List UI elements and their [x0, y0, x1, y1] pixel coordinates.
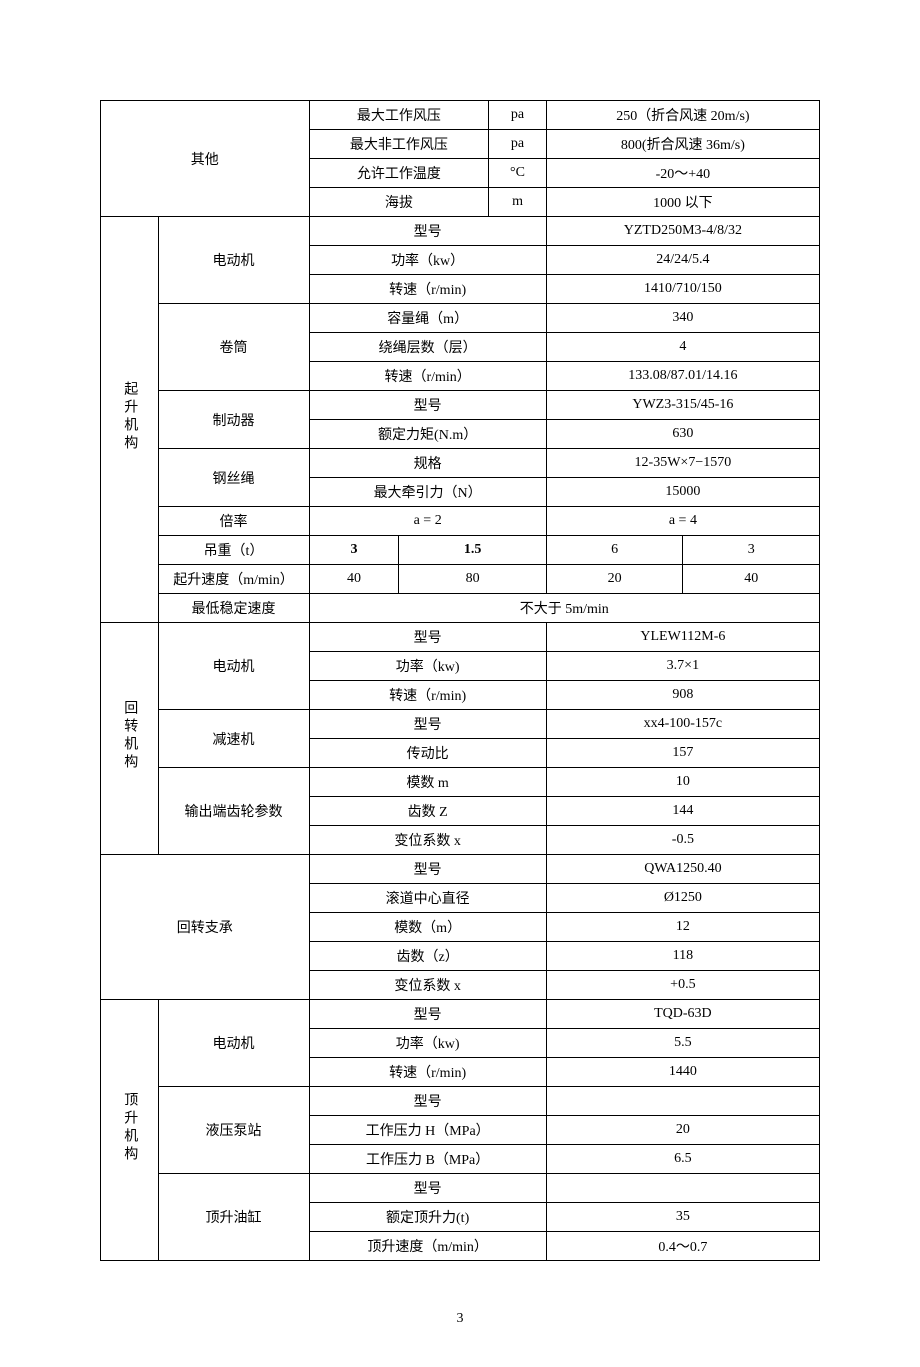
- other-label: 其他: [101, 101, 310, 217]
- hoist-brake-label: 制动器: [158, 391, 309, 449]
- jack-cyl-label: 顶升油缸: [158, 1174, 309, 1261]
- other-u-0: pa: [489, 101, 547, 130]
- spec-table: 其他 最大工作风压 pa 250（折合风速 20m/s) 最大非工作风压 pa …: [100, 100, 820, 1261]
- other-v-0: 250（折合风速 20m/s): [546, 101, 819, 130]
- hoist-motor-label: 电动机: [158, 217, 309, 304]
- hoist-speed-label: 起升速度（m/min）: [158, 565, 309, 594]
- hoist-drum-label: 卷筒: [158, 304, 309, 391]
- other-row-0: 其他 最大工作风压 pa 250（折合风速 20m/s): [101, 101, 820, 130]
- hoist-label: 起升机构: [101, 217, 159, 623]
- page-number: 3: [100, 1311, 820, 1327]
- hoist-load-label: 吊重（t）: [158, 536, 309, 565]
- slew-gear-label: 输出端齿轮参数: [158, 768, 309, 855]
- slew-label: 回转机构: [101, 623, 159, 855]
- jack-motor-label: 电动机: [158, 1000, 309, 1087]
- hoist-ratio-label: 倍率: [158, 507, 309, 536]
- hoist-rope-label: 钢丝绳: [158, 449, 309, 507]
- jack-pump-label: 液压泵站: [158, 1087, 309, 1174]
- bearing-label: 回转支承: [101, 855, 310, 1000]
- hoist-min-label: 最低稳定速度: [158, 594, 309, 623]
- slew-reducer-label: 减速机: [158, 710, 309, 768]
- jack-label: 顶升机构: [101, 1000, 159, 1261]
- other-p-0: 最大工作风压: [309, 101, 489, 130]
- slew-motor-label: 电动机: [158, 623, 309, 710]
